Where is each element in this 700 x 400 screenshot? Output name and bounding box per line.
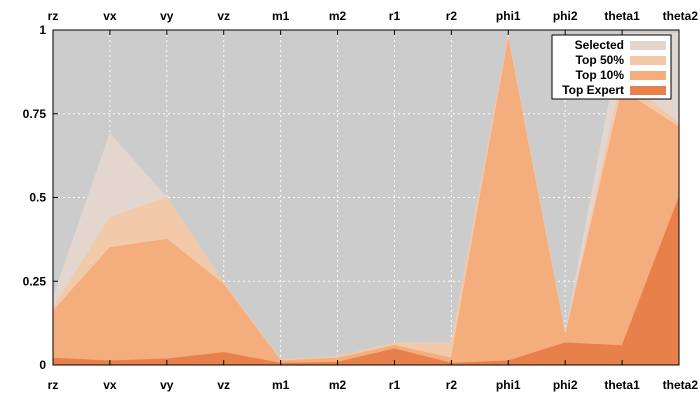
x-tick-label-top: m1 [272,9,290,23]
x-tick-label-bottom: vy [160,378,174,392]
series-area-top-10 [52,39,680,366]
legend-label: Top 50% [576,53,625,67]
legend-swatch [630,86,666,95]
x-tick-label-bottom: phi2 [553,378,578,392]
x-tick-label-bottom: m1 [272,378,290,392]
tick-labels: rz rz vx vx vy vy vz vz m1 m1 m2 m2 r1 r1 r2 r2 phi1 phi1… [23,9,699,392]
x-tick-label-top: theta2 [663,9,699,23]
x-tick-label-top: vy [160,9,174,23]
x-tick-label-top: r2 [446,9,458,23]
x-tick-label-bottom: theta2 [663,378,699,392]
x-tick-label-top: vz [217,9,230,23]
x-tick-label-bottom: vz [217,378,230,392]
legend-label: Selected [575,38,624,52]
x-tick-label-bottom: theta1 [604,378,640,392]
legend-swatch [630,71,666,80]
series-area-top-expert [52,197,680,366]
legend-swatch [630,56,666,65]
x-tick-label-top: m2 [329,9,347,23]
x-tick-label-top: r1 [389,9,401,23]
legend-label: Top Expert [562,83,624,97]
legend-label: Top 10% [576,68,625,82]
axes [52,29,680,366]
series-areas [52,32,680,366]
x-tick-label-top: phi2 [553,9,578,23]
x-tick-label-top: vx [103,9,117,23]
x-tick-label-top: theta1 [604,9,640,23]
y-tick-label: 0.5 [29,191,46,205]
x-tick-label-bottom: r1 [389,378,401,392]
x-tick-label-bottom: r2 [446,378,458,392]
x-tick-label-bottom: phi1 [496,378,521,392]
y-tick-label: 0 [39,358,46,372]
x-tick-label-bottom: m2 [329,378,347,392]
x-tick-label-top: phi1 [496,9,521,23]
x-tick-label-bottom: vx [103,378,117,392]
x-tick-label-bottom: rz [48,378,59,392]
y-tick-label: 0.25 [23,274,47,288]
y-tick-label: 1 [39,23,46,37]
y-tick-label: 0.75 [23,107,47,121]
x-tick-label-top: rz [48,9,59,23]
legend-swatch [630,41,666,50]
